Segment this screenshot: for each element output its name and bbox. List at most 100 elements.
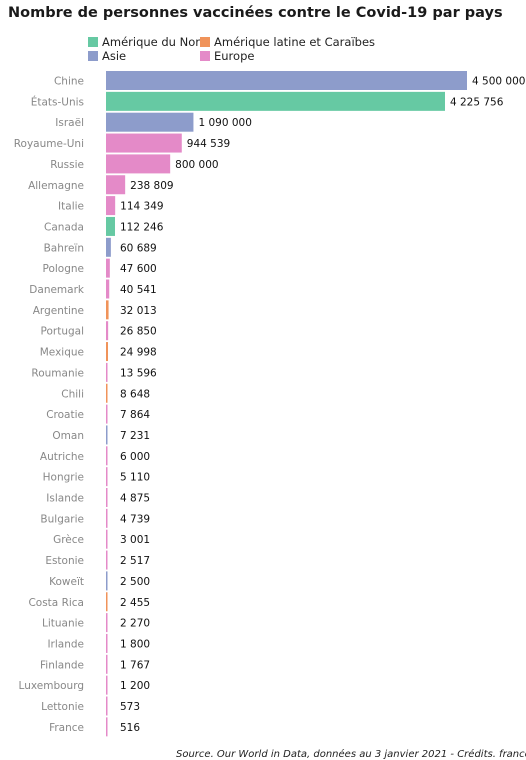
value-label-oman: 7 231 — [120, 430, 150, 442]
category-label-irlande: Irlande — [47, 638, 84, 650]
legend-item-north-america: Amérique du Nord — [88, 35, 207, 49]
value-label-croatie: 7 864 — [120, 409, 150, 421]
bar-russie — [106, 154, 171, 174]
legend-swatch-europe — [200, 50, 210, 61]
value-label-grece: 3 001 — [120, 534, 150, 546]
value-label-pologne: 47 600 — [120, 263, 157, 275]
chart-title: Nombre de personnes vaccinées contre le … — [8, 5, 503, 21]
bar-koweit — [106, 571, 108, 591]
bar-mexique — [106, 342, 109, 362]
value-label-israel: 1 090 000 — [198, 117, 251, 129]
bar-lettonie — [106, 696, 108, 716]
value-label-autriche: 6 000 — [120, 451, 150, 463]
bar-portugal — [106, 321, 109, 341]
bar-autriche — [106, 446, 108, 466]
bar-france — [106, 717, 108, 737]
bar-pologne — [106, 258, 110, 278]
category-label-costa-rica: Costa Rica — [28, 597, 84, 609]
category-label-russie: Russie — [50, 159, 84, 171]
value-label-finlande: 1 767 — [120, 659, 150, 671]
bar-finlande — [106, 654, 108, 674]
category-label-etats-unis: États-Unis — [31, 95, 84, 108]
bar-luxembourg — [106, 675, 108, 695]
legend-item-asia: Asie — [88, 48, 200, 63]
bar-italie — [106, 196, 116, 216]
legend-swatch-latin-america — [200, 36, 210, 47]
category-label-portugal: Portugal — [41, 326, 85, 338]
bar-bulgarie — [106, 508, 108, 528]
category-label-chine: Chine — [54, 76, 84, 88]
value-label-canada: 112 246 — [120, 221, 164, 233]
category-label-canada: Canada — [44, 221, 84, 233]
value-label-etats-unis: 4 225 756 — [450, 96, 504, 108]
category-label-italie: Italie — [58, 201, 84, 213]
value-label-mexique: 24 998 — [120, 347, 157, 359]
value-label-roumanie: 13 596 — [120, 367, 157, 379]
bar-islande — [106, 488, 108, 507]
value-label-hongrie: 5 110 — [120, 472, 150, 484]
category-label-argentine: Argentine — [33, 305, 84, 317]
bar-etats-unis — [106, 91, 445, 111]
category-label-oman: Oman — [52, 430, 84, 442]
category-label-lettonie: Lettonie — [41, 701, 84, 713]
legend-label-asia: Asie — [102, 48, 127, 63]
value-label-italie: 114 349 — [120, 201, 163, 213]
legend-item-europe: Europe — [200, 48, 400, 63]
category-label-autriche: Autriche — [40, 451, 84, 463]
bar-canada — [106, 216, 115, 236]
bar-allemagne — [106, 175, 126, 195]
value-label-chili: 8 648 — [120, 388, 150, 400]
value-label-koweit: 2 500 — [120, 576, 150, 588]
value-label-argentine: 32 013 — [120, 305, 157, 317]
value-label-royaume-uni: 944 539 — [187, 138, 230, 150]
bar-irlande — [106, 633, 108, 653]
category-label-bahrein: Bahreïn — [44, 242, 84, 254]
legend-label-north-america: Amérique du Nord — [102, 34, 208, 49]
category-label-croatie: Croatie — [46, 409, 84, 421]
value-label-lettonie: 573 — [120, 701, 140, 713]
bar-croatie — [106, 404, 108, 424]
bar-royaume-uni — [106, 133, 182, 153]
category-label-chili: Chili — [61, 388, 84, 400]
category-label-koweit: Koweït — [49, 576, 84, 588]
bar-lituanie — [106, 613, 108, 633]
value-label-bahrein: 60 689 — [120, 242, 157, 254]
category-label-france: France — [49, 722, 84, 734]
bar-chine — [106, 71, 467, 90]
legend-swatch-asia — [88, 50, 98, 61]
value-label-costa-rica: 2 455 — [120, 597, 150, 609]
bar-grece — [106, 529, 108, 549]
value-label-estonie: 2 517 — [120, 555, 150, 567]
category-label-royaume-uni: Royaume-Uni — [14, 138, 84, 150]
legend-item-latin-america: Amérique latine et Caraïbes — [200, 34, 400, 49]
bar-danemark — [106, 279, 110, 299]
legend-label-europe: Europe — [214, 48, 255, 63]
value-label-portugal: 26 850 — [120, 326, 157, 338]
legend-label-latin-america: Amérique latine et Caraïbes — [214, 34, 376, 49]
legend: Amérique du Nord Amérique latine et Cara… — [88, 34, 418, 63]
category-label-allemagne: Allemagne — [28, 180, 84, 192]
category-label-grece: Grèce — [53, 534, 84, 546]
value-label-allemagne: 238 809 — [130, 180, 173, 192]
bar-argentine — [106, 300, 109, 320]
category-label-danemark: Danemark — [29, 284, 85, 296]
category-label-mexique: Mexique — [40, 347, 84, 359]
value-label-danemark: 40 541 — [120, 284, 157, 296]
category-label-estonie: Estonie — [45, 555, 84, 567]
category-label-roumanie: Roumanie — [31, 367, 84, 379]
source-note: Source. Our World in Data, données au 3 … — [176, 749, 526, 760]
bar-israel — [106, 112, 194, 132]
value-label-irlande: 1 800 — [120, 638, 150, 650]
bar-hongrie — [106, 467, 108, 487]
value-label-lituanie: 2 270 — [120, 618, 150, 630]
value-label-russie: 800 000 — [175, 159, 218, 171]
value-label-islande: 4 875 — [120, 493, 150, 505]
legend-swatch-north-america — [88, 36, 98, 47]
bar-costa-rica — [106, 592, 108, 612]
bar-estonie — [106, 550, 108, 570]
category-label-finlande: Finlande — [40, 659, 84, 671]
value-label-chine: 4 500 000 — [472, 76, 525, 88]
value-label-bulgarie: 4 739 — [120, 513, 150, 525]
category-label-hongrie: Hongrie — [43, 472, 84, 484]
